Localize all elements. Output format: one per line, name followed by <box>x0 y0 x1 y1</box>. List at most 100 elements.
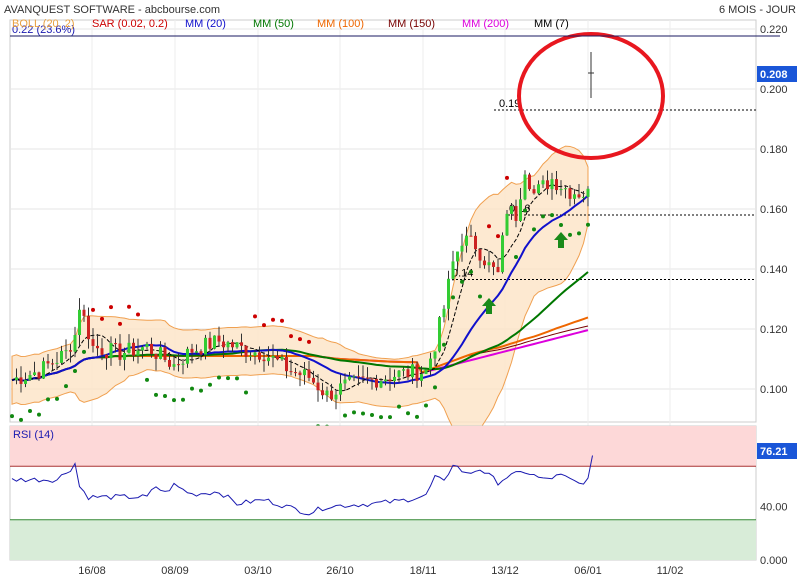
candle-body <box>451 261 455 279</box>
rsi-oversold-zone <box>10 519 756 560</box>
period-label: 6 MOIS - JOUR <box>719 4 796 16</box>
sar-dot <box>208 382 212 387</box>
candle-body <box>280 356 284 360</box>
candle-body <box>334 394 338 400</box>
sar-dot <box>262 323 266 328</box>
rsi-badge <box>757 443 797 459</box>
candle-body <box>19 377 23 384</box>
sar-dot <box>298 337 302 342</box>
candle-body <box>478 249 482 261</box>
sar-dot <box>550 213 554 218</box>
candle-body <box>573 194 576 199</box>
candle-body <box>37 372 41 379</box>
sar-dot <box>406 411 410 416</box>
candle-body <box>438 317 441 352</box>
price-axis: 0.220 0.200 0.180 0.160 0.140 0.120 0.100 <box>760 24 788 396</box>
candle-body <box>433 351 437 359</box>
candle-body <box>496 266 500 273</box>
candle-body <box>136 350 140 356</box>
price-tick-label: 0.100 <box>760 384 788 396</box>
candle-body <box>253 352 257 356</box>
sar-dot <box>127 304 131 309</box>
sar-dot <box>442 342 446 347</box>
candle-body <box>523 174 527 200</box>
legend-item: MM (7) <box>534 18 569 30</box>
legend-item: SAR (0.02, 0.2) <box>92 18 168 30</box>
candle-body <box>60 350 63 363</box>
candle-body <box>424 369 428 375</box>
candle-body <box>105 354 108 359</box>
sar-dot <box>478 294 482 299</box>
candle-body <box>231 342 234 348</box>
sar-dot <box>136 312 140 317</box>
candle-body <box>316 382 320 391</box>
candle-body <box>501 235 504 273</box>
candle-body <box>51 363 54 365</box>
date-axis: 16/08 08/09 03/10 26/10 18/11 13/12 06/01 11/02 <box>78 565 683 577</box>
sar-dot <box>541 214 545 219</box>
candle-body <box>411 364 414 378</box>
legend-item: MM (20) <box>185 18 226 30</box>
candle-body <box>564 188 567 190</box>
sar-dot <box>433 385 437 390</box>
chart-title: AVANQUEST SOFTWARE - abcbourse.com <box>4 4 220 16</box>
candle-body <box>235 342 239 348</box>
sar-dot <box>37 412 41 417</box>
candle-body <box>127 342 131 354</box>
sar-dot <box>91 307 95 312</box>
candle-body <box>550 179 554 190</box>
candle-body <box>114 343 117 345</box>
price-tick-label: 0.180 <box>760 144 788 156</box>
candle-body <box>307 369 311 378</box>
candle-body <box>244 345 248 357</box>
candle-body <box>109 343 113 359</box>
candle-body <box>388 379 392 382</box>
candle-body <box>42 361 45 379</box>
candle-body <box>384 379 387 382</box>
sar-dot <box>505 175 509 180</box>
candle-body <box>73 335 77 352</box>
moving-average-line <box>11 183 589 392</box>
sar-dot <box>487 224 491 229</box>
candle-body <box>181 363 185 365</box>
sar-dot <box>46 397 50 402</box>
candle-body <box>154 353 158 359</box>
candle-body <box>267 357 270 362</box>
candle-body <box>330 390 333 400</box>
last-price-value: 0.208 <box>760 69 788 81</box>
sar-dot <box>28 409 32 414</box>
last-price-badge <box>757 66 797 82</box>
date-tick-label: 11/02 <box>657 565 684 577</box>
candle-body <box>460 245 464 252</box>
candle-body <box>357 376 360 378</box>
candle-body <box>577 194 581 198</box>
candle-body <box>87 315 90 340</box>
candle-body <box>208 337 212 349</box>
date-tick-label: 03/10 <box>244 565 272 577</box>
up-arrow-icon <box>554 232 568 248</box>
sar-dot <box>181 397 185 402</box>
rsi-line <box>11 455 593 516</box>
candle-body <box>82 309 86 316</box>
sar-dot <box>496 234 500 239</box>
rsi-axis: 40.00 0.000 <box>760 501 788 567</box>
candle-body <box>469 235 473 237</box>
rsi-value: 76.21 <box>760 446 788 458</box>
sar-dot <box>568 232 572 237</box>
candle-body <box>487 262 491 266</box>
candle-body <box>483 260 486 266</box>
candle-body <box>46 361 50 364</box>
candle-body <box>298 372 302 376</box>
sar-dot <box>307 339 311 344</box>
candle-body <box>339 383 342 395</box>
candle-body <box>123 353 126 360</box>
candle-body <box>177 364 180 366</box>
candle-body <box>222 341 225 348</box>
sar-dot <box>55 396 59 401</box>
candle-body <box>375 379 378 388</box>
sar-dot <box>361 411 365 416</box>
candle-body <box>172 364 176 367</box>
candle-body <box>199 351 203 355</box>
rsi-label: RSI (14) <box>13 429 54 441</box>
sar-dot <box>379 415 383 420</box>
